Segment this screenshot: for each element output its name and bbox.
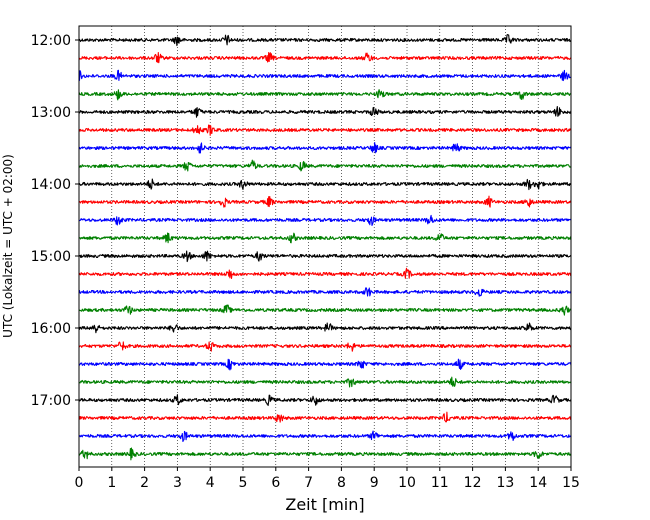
trace-row xyxy=(78,159,572,172)
trace-row xyxy=(78,178,572,191)
trace-row xyxy=(78,141,572,154)
x-tick-label: 14 xyxy=(529,475,547,491)
trace-row xyxy=(78,430,572,443)
y-tick-label: 17:00 xyxy=(31,393,71,409)
trace-row xyxy=(78,322,572,334)
seismic-traces xyxy=(78,34,572,461)
x-tick-label: 11 xyxy=(431,475,449,491)
y-tick-label: 13:00 xyxy=(31,105,71,121)
y-tick-label: 16:00 xyxy=(31,321,71,337)
x-tick-label: 13 xyxy=(496,475,514,491)
trace-row xyxy=(78,358,572,371)
trace-row xyxy=(78,376,572,388)
x-tick-label: 3 xyxy=(173,475,182,491)
x-tick-label: 8 xyxy=(337,475,346,491)
x-tick-label: 5 xyxy=(239,475,248,491)
trace-row xyxy=(78,214,572,227)
trace-row xyxy=(78,105,572,118)
trace-row xyxy=(78,250,572,263)
y-tick-label: 12:00 xyxy=(31,33,71,49)
trace-row xyxy=(78,394,572,407)
trace-row xyxy=(78,447,572,461)
x-tick-label: 9 xyxy=(370,475,379,491)
x-tick-label: 0 xyxy=(75,475,84,491)
y-tick-label: 15:00 xyxy=(31,249,71,265)
trace-row xyxy=(78,34,572,47)
x-tick-label: 6 xyxy=(271,475,280,491)
x-axis: 0 1 2 3 4 5 6 7 8 9 10 11 12 13 14 15 xyxy=(75,467,580,491)
trace-row xyxy=(78,69,572,82)
x-tick-label: 7 xyxy=(304,475,313,491)
trace-row xyxy=(78,267,572,279)
y-axis: 12:00 13:00 14:00 15:00 16:00 17:00 xyxy=(31,33,79,409)
x-tick-label: 4 xyxy=(206,475,215,491)
trace-row xyxy=(78,341,572,352)
x-tick-label: 2 xyxy=(140,475,149,491)
trace-row xyxy=(78,195,572,208)
y-tick-label: 14:00 xyxy=(31,177,71,193)
x-tick-label: 1 xyxy=(107,475,116,491)
x-tick-label: 15 xyxy=(562,475,580,491)
trace-row xyxy=(78,304,572,316)
x-tick-label: 12 xyxy=(464,475,482,491)
trace-row xyxy=(78,51,572,64)
trace-row xyxy=(78,287,572,297)
x-axis-label: Zeit [min] xyxy=(285,495,364,514)
plot-frame xyxy=(78,25,572,468)
trace-row xyxy=(78,232,572,244)
x-tick-label: 10 xyxy=(398,475,416,491)
y-axis-label: UTC (Lokalzeit = UTC + 02:00) xyxy=(1,154,15,338)
trace-row xyxy=(78,89,572,101)
trace-row xyxy=(78,124,572,136)
trace-row xyxy=(78,411,572,423)
